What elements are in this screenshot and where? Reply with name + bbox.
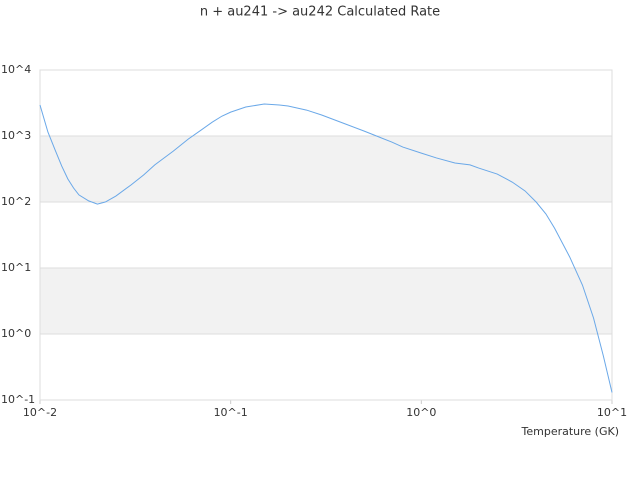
plot-frame [39,69,613,401]
y-tick-label: 10^-1 [1,393,35,406]
y-tick-label: 10^0 [1,327,31,340]
x-tick-label: 10^0 [406,406,436,419]
data-line [39,103,613,393]
grid-band [40,268,612,334]
chart-title: n + au241 -> au242 Calculated Rate [200,5,440,20]
y-tick-label: 10^3 [1,129,31,142]
y-tick-label: 10^1 [1,261,31,274]
x-tick-label: 10^-2 [23,406,57,419]
y-tick-label: 10^4 [1,63,31,76]
x-tick-label: 10^-1 [214,406,248,419]
x-axis-label: Temperature (GK) [521,425,620,438]
x-tick-label: 10^1 [597,406,627,419]
y-tick-label: 10^2 [1,195,31,208]
grid-band [40,136,612,202]
